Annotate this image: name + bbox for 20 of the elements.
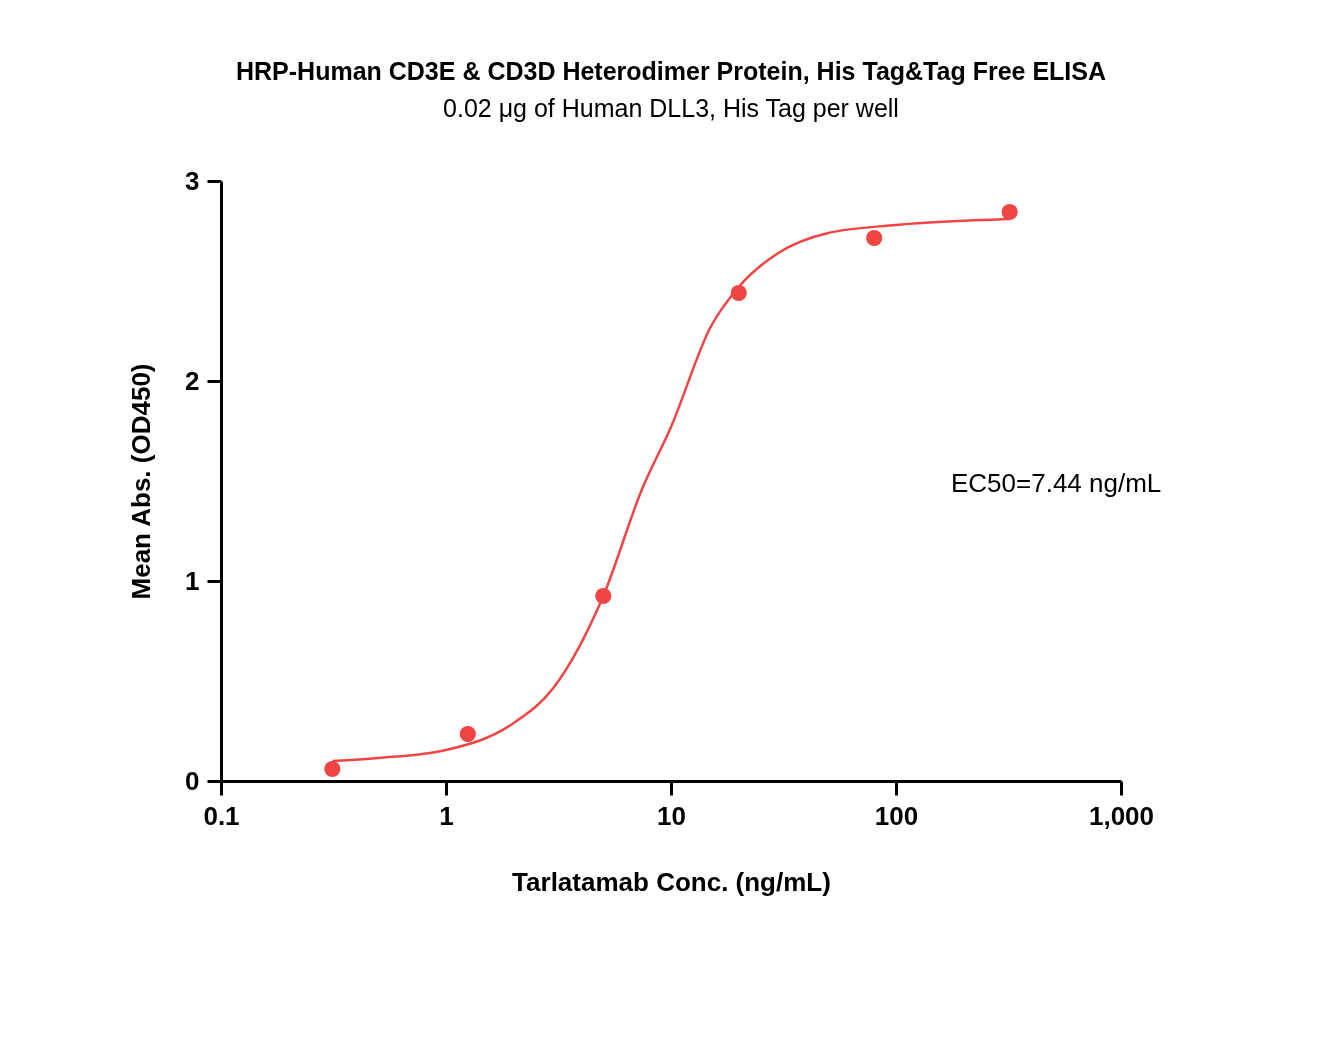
x-tick-label: 100: [874, 800, 919, 831]
y-tick-label: 1: [185, 565, 200, 596]
x-tick-label: 10: [657, 800, 686, 831]
point: [595, 587, 612, 605]
x-tick-label: 1: [439, 800, 454, 831]
point: [324, 760, 341, 778]
point: [1001, 203, 1018, 221]
annotation: EC50=7.44 ng/mL: [951, 468, 1162, 498]
point: [730, 284, 747, 302]
point: [866, 229, 883, 247]
y-tick-label: 2: [185, 365, 200, 396]
x-axis-title: Tarlatamab Conc. (ng/mL): [512, 866, 831, 897]
chart-title: HRP-Human CD3E & CD3D Heterodimer Protein, His Tag&Tag Free ELISA: [235, 57, 1107, 85]
chart-subtitle: 0.02 μg of Human DLL3, His Tag per well: [443, 94, 899, 122]
y-tick-label: 0: [185, 765, 200, 796]
x-tick-label: 0.1: [203, 800, 240, 831]
x-tick-label: 1,000: [1088, 800, 1155, 831]
y-tick-label: 3: [185, 165, 200, 196]
point: [459, 725, 476, 743]
y-axis-title: Mean Abs. (OD450): [126, 363, 157, 600]
